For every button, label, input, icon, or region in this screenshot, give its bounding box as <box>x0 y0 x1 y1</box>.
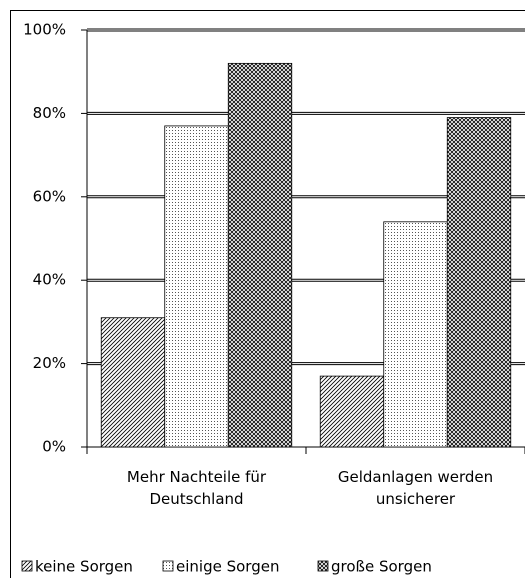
y-tick-label: 60% <box>33 187 66 205</box>
legend-swatch <box>21 560 33 572</box>
legend-label: einige Sorgen <box>176 558 279 576</box>
bar <box>383 221 448 448</box>
bar <box>446 117 512 448</box>
y-tick-label: 40% <box>33 271 66 289</box>
legend-swatch <box>162 560 174 572</box>
legend-label: keine Sorgen <box>35 558 133 576</box>
bar <box>227 62 293 448</box>
bar <box>100 317 166 448</box>
legend-label: große Sorgen <box>331 558 432 576</box>
y-tick-label: 80% <box>33 104 66 122</box>
x-tick-label: Mehr Nachteile für Deutschland <box>126 468 267 508</box>
y-tick-label: 20% <box>33 354 66 372</box>
bar <box>319 375 385 448</box>
y-tick-label: 100% <box>23 21 66 39</box>
bar <box>164 125 229 448</box>
frame <box>10 10 525 578</box>
y-tick-label: 0% <box>42 438 66 456</box>
legend-swatch <box>317 560 329 572</box>
x-tick-label: Geldanlagen werden unsicherer <box>337 468 494 508</box>
